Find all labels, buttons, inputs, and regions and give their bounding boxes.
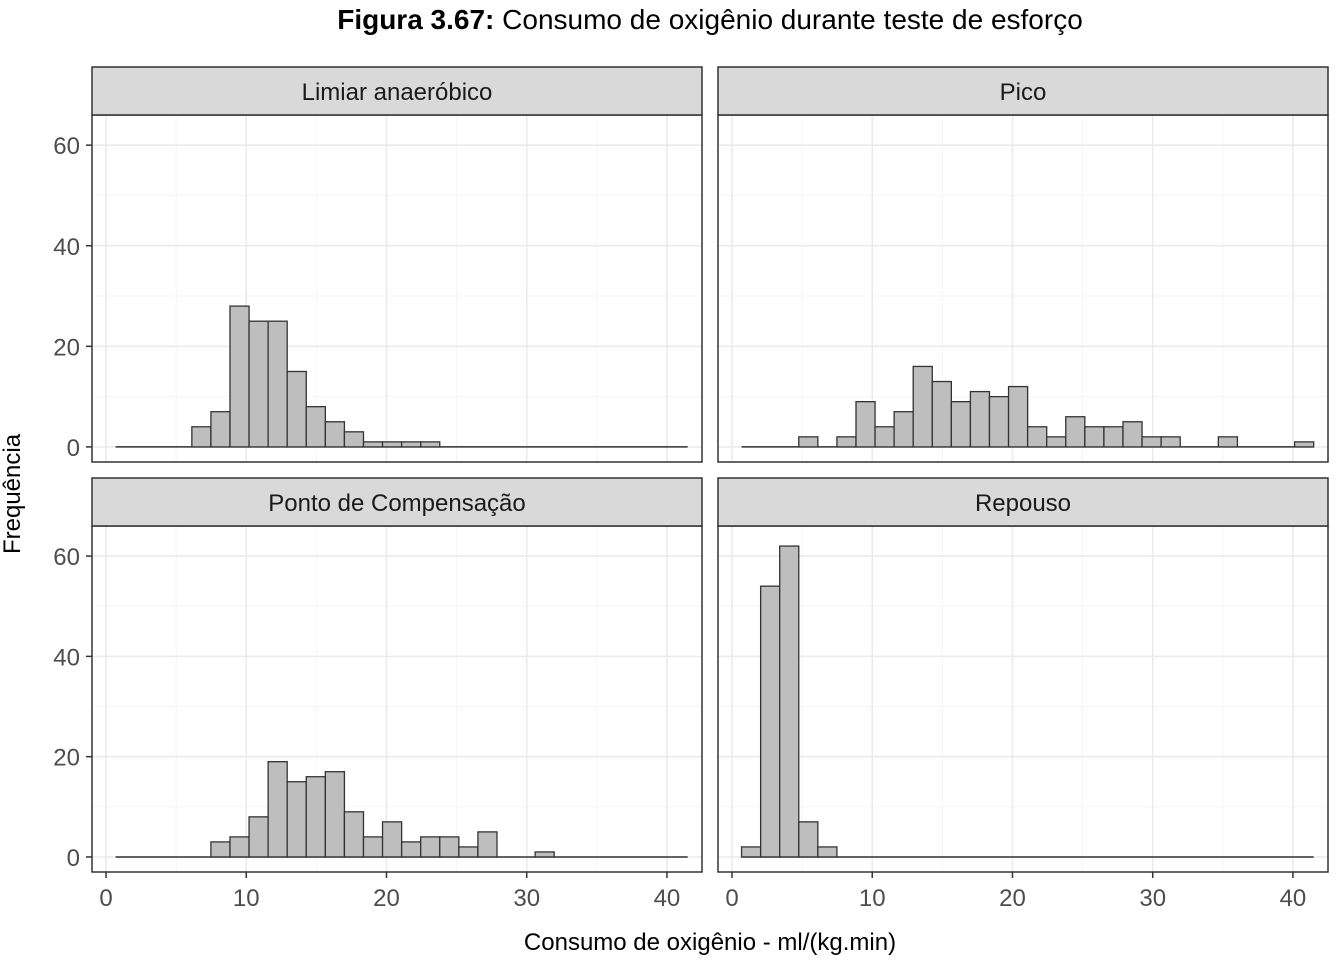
- histogram-bar: [210, 411, 231, 448]
- x-tick-label: 40: [1280, 885, 1307, 912]
- panel-3: Repouso 0 10 20 30 40: [717, 477, 1329, 912]
- histogram-bar: [817, 846, 838, 858]
- panel-background: [92, 115, 702, 462]
- x-tick-label: 30: [1139, 885, 1166, 912]
- histogram-bar: [798, 821, 819, 858]
- panel-0: Limiar anaeróbico 0 20 40 60: [53, 66, 703, 463]
- histogram-bar: [874, 426, 895, 448]
- facet-strip-label: Pico: [1000, 79, 1047, 106]
- histogram-bar: [798, 436, 819, 448]
- facet-strip-label: Repouso: [975, 490, 1071, 517]
- histogram-bar: [381, 821, 403, 858]
- histogram-bar: [248, 320, 269, 448]
- histogram-bar: [1046, 436, 1067, 448]
- histogram-bar: [267, 320, 288, 448]
- panel-2: Ponto de Compensação 0 20 40 60 0 10 20 30 40: [53, 477, 703, 912]
- x-tick-label: 40: [654, 885, 681, 912]
- histogram-bar: [1084, 426, 1105, 448]
- x-tick-label: 10: [233, 885, 260, 912]
- histogram-bar: [343, 431, 365, 448]
- histogram-bar: [400, 441, 422, 448]
- x-tick-label: 20: [373, 885, 400, 912]
- histogram-bar: [1026, 426, 1048, 448]
- facet-strip: [717, 477, 1329, 527]
- x-tick-label: 20: [999, 885, 1026, 912]
- histogram-bar: [305, 406, 326, 448]
- panel-background: [92, 526, 702, 872]
- chart-title: Figura 3.67: Consumo de oxigênio durante…: [0, 4, 1344, 36]
- histogram-bar: [286, 370, 307, 448]
- y-tick-label: 20: [53, 745, 80, 772]
- y-tick-label: 60: [53, 133, 80, 160]
- histogram-bar: [1141, 436, 1162, 448]
- facet-strip: [91, 66, 703, 116]
- histogram-bar: [267, 761, 288, 858]
- histogram-bar: [534, 851, 555, 858]
- y-tick-label: 60: [53, 544, 80, 571]
- histogram-bar: [381, 441, 403, 448]
- histogram-bar: [324, 421, 346, 448]
- histogram-bar: [1293, 441, 1315, 448]
- facet-strip-label: Ponto de Compensação: [268, 490, 526, 517]
- histogram-bar: [210, 841, 231, 858]
- x-tick-label: 30: [513, 885, 540, 912]
- histogram-bar: [969, 390, 991, 448]
- histogram-bar: [1122, 421, 1143, 448]
- x-tick-label: 0: [99, 885, 112, 912]
- histogram-bar: [248, 816, 269, 858]
- y-tick-label: 40: [53, 644, 80, 671]
- y-tick-label: 0: [67, 845, 80, 872]
- panel-1: Pico: [717, 66, 1329, 463]
- x-axis-label: Consumo de oxigênio - ml/(kg.min): [524, 929, 896, 956]
- histogram-bar: [1217, 436, 1239, 448]
- y-tick-label: 20: [53, 334, 80, 361]
- histogram-bar: [458, 846, 479, 858]
- histogram-bar: [324, 771, 346, 858]
- histogram-bar: [893, 411, 914, 448]
- histogram-bar: [343, 811, 365, 858]
- panel-background: [718, 526, 1328, 872]
- chart-title-prefix: Figura 3.67:: [337, 4, 495, 35]
- histogram-bar: [779, 545, 800, 858]
- histogram-bar: [912, 365, 933, 448]
- histogram-bar: [362, 836, 384, 858]
- histogram-bar: [229, 305, 250, 448]
- histogram-bar: [931, 380, 952, 448]
- histogram-bar: [286, 781, 307, 858]
- histogram-bar: [477, 831, 498, 858]
- histogram-bar: [950, 401, 972, 448]
- facet-strip: [91, 477, 703, 527]
- facet-strip: [717, 66, 1329, 116]
- histogram-bar: [305, 776, 326, 858]
- histogram-bar: [1007, 385, 1029, 448]
- histogram-bar: [362, 441, 384, 448]
- y-axis-label: Frequência: [0, 433, 26, 554]
- histogram-bar: [229, 836, 250, 858]
- x-tick-label: 0: [725, 885, 738, 912]
- histogram-bar: [191, 426, 212, 448]
- x-tick-label: 10: [859, 885, 886, 912]
- histogram-bar: [1160, 436, 1181, 448]
- histogram-bar: [439, 836, 460, 858]
- histogram-bar: [740, 846, 762, 858]
- facet-strip-label: Limiar anaeróbico: [302, 79, 493, 106]
- histogram-bar: [855, 401, 876, 448]
- y-tick-label: 0: [67, 435, 80, 462]
- histogram-bar: [420, 836, 441, 858]
- histogram-bar: [759, 585, 781, 858]
- histogram-bar: [1103, 426, 1124, 448]
- histogram-bar: [1065, 416, 1086, 448]
- histogram-bar: [420, 441, 441, 448]
- histogram-bar: [836, 436, 857, 448]
- histogram-bar: [988, 395, 1010, 448]
- histogram-bar: [400, 841, 422, 858]
- y-tick-label: 40: [53, 234, 80, 261]
- chart-title-text: Consumo de oxigênio durante teste de esf…: [494, 4, 1083, 35]
